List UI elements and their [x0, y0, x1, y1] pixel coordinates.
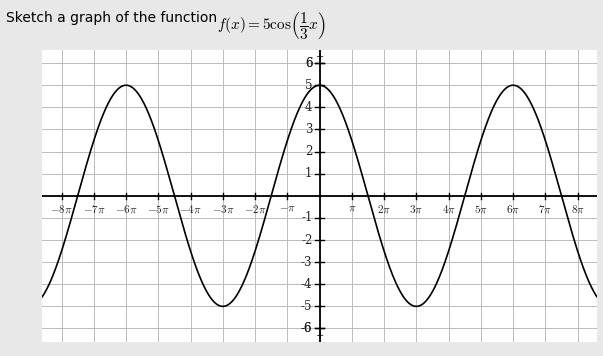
- Text: -4: -4: [301, 278, 312, 291]
- Text: -6: -6: [301, 322, 312, 335]
- Text: $7\pi$: $7\pi$: [538, 203, 552, 215]
- Text: 5: 5: [305, 79, 312, 92]
- Text: $-5\pi$: $-5\pi$: [147, 203, 169, 215]
- Text: $-2\pi$: $-2\pi$: [244, 203, 267, 215]
- Text: 6: 6: [305, 57, 312, 70]
- Text: 1: 1: [305, 167, 312, 180]
- Text: +: +: [316, 331, 324, 340]
- Text: 3: 3: [305, 123, 312, 136]
- Text: $-8\pi$: $-8\pi$: [50, 203, 73, 215]
- Text: $f(x) = 5\cos\!\left(\dfrac{1}{3}x\right)$: $f(x) = 5\cos\!\left(\dfrac{1}{3}x\right…: [217, 11, 326, 42]
- Text: +: +: [316, 52, 324, 61]
- Text: $-6\pi$: $-6\pi$: [115, 203, 137, 215]
- Text: 6: 6: [305, 57, 312, 70]
- Text: $-7\pi$: $-7\pi$: [83, 203, 105, 215]
- Text: $3\pi$: $3\pi$: [409, 203, 423, 215]
- Text: $6\pi$: $6\pi$: [506, 203, 520, 215]
- Text: $2\pi$: $2\pi$: [377, 203, 391, 215]
- Text: -3: -3: [301, 256, 312, 269]
- Text: $-3\pi$: $-3\pi$: [212, 203, 234, 215]
- Text: $4\pi$: $4\pi$: [441, 203, 456, 215]
- Text: -2: -2: [301, 234, 312, 247]
- Text: $-\pi$: $-\pi$: [279, 203, 296, 213]
- Text: -5: -5: [301, 300, 312, 313]
- Text: $8\pi$: $8\pi$: [570, 203, 584, 215]
- Text: 2: 2: [305, 145, 312, 158]
- Text: $-4\pi$: $-4\pi$: [179, 203, 202, 215]
- Text: $\pi$: $\pi$: [348, 203, 356, 213]
- Text: 4: 4: [305, 101, 312, 114]
- Text: $5\pi$: $5\pi$: [474, 203, 488, 215]
- Text: -1: -1: [301, 211, 312, 224]
- Text: Sketch a graph of the function: Sketch a graph of the function: [6, 11, 221, 25]
- Text: -6: -6: [301, 322, 312, 335]
